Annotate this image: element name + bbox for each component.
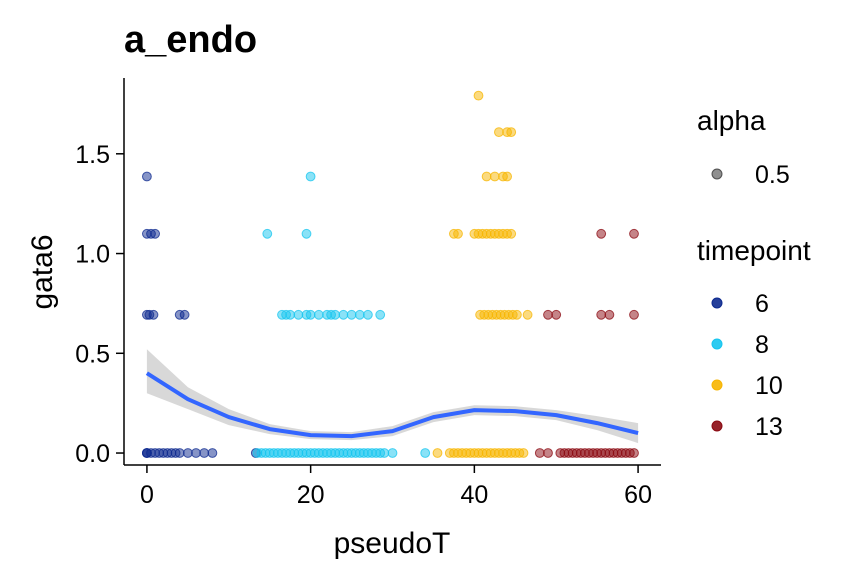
point-timepoint-8 (375, 309, 386, 320)
legend-key-timepoint-8 (711, 338, 723, 350)
legend-label-timepoint-13: 13 (755, 413, 783, 441)
point-timepoint-10 (489, 171, 500, 182)
point-timepoint-10 (506, 228, 517, 239)
plot-area (142, 90, 639, 458)
point-timepoint-13 (629, 228, 639, 239)
point-timepoint-13 (604, 309, 615, 320)
y-tick-label: 0.5 (75, 340, 110, 368)
point-timepoint-10 (512, 309, 522, 320)
legend: alpha 0.5 timepoint 6 8 10 13 (697, 105, 811, 441)
point-timepoint-6 (174, 448, 185, 458)
point-timepoint-13 (596, 228, 607, 239)
smooth-line-layer (145, 371, 639, 439)
legend-title-timepoint: timepoint (697, 235, 811, 266)
point-timepoint-13 (551, 309, 562, 320)
point-timepoint-6 (199, 448, 210, 458)
legend-label-timepoint-6: 6 (755, 290, 769, 318)
point-timepoint-8 (363, 309, 373, 320)
x-tick-label: 0 (140, 481, 154, 509)
x-tick-label: 60 (624, 481, 652, 509)
point-timepoint-6 (191, 448, 201, 458)
point-timepoint-10 (522, 309, 533, 320)
legend-label-timepoint-10: 10 (755, 372, 783, 400)
point-timepoint-13 (596, 309, 607, 320)
y-axis-label: gata6 (26, 234, 59, 309)
legend-key-timepoint-10 (711, 379, 723, 391)
y-tick-label: 1.0 (75, 241, 110, 269)
legend-key-timepoint-6 (711, 297, 723, 309)
x-axis-label: pseudoT (334, 527, 451, 560)
y-tick-label: 0.0 (75, 440, 110, 468)
point-timepoint-8 (262, 228, 273, 239)
point-timepoint-10 (453, 228, 463, 239)
chart-title: a_endo (124, 19, 257, 61)
point-timepoint-8 (420, 448, 431, 458)
y-tick-label: 1.5 (75, 141, 110, 169)
x-ticks: 0 20 40 60 (140, 465, 652, 509)
point-timepoint-13 (534, 448, 545, 458)
point-timepoint-13 (629, 309, 639, 320)
point-timepoint-13 (543, 309, 553, 320)
x-tick-label: 40 (460, 481, 488, 509)
point-timepoint-8 (387, 448, 398, 458)
y-ticks: 0.0 0.5 1.0 1.5 (75, 141, 124, 468)
point-timepoint-6 (148, 309, 159, 320)
point-timepoint-10 (506, 127, 517, 138)
legend-title-alpha: alpha (697, 105, 766, 136)
smooth-line (145, 371, 639, 439)
point-timepoint-10 (432, 448, 443, 458)
points-layer (142, 90, 639, 458)
point-timepoint-13 (543, 448, 553, 458)
point-timepoint-8 (338, 309, 349, 320)
legend-label-timepoint-8: 8 (755, 331, 769, 359)
point-timepoint-6 (150, 228, 161, 239)
point-timepoint-10 (494, 127, 504, 138)
point-timepoint-6 (207, 448, 218, 458)
point-timepoint-10 (473, 90, 484, 101)
legend-key-timepoint-13 (711, 420, 723, 432)
point-timepoint-8 (305, 171, 316, 182)
x-tick-label: 20 (297, 481, 325, 509)
point-timepoint-10 (481, 171, 492, 182)
point-timepoint-10 (502, 171, 513, 182)
point-timepoint-8 (305, 309, 316, 320)
legend-timepoint-entries: 6 8 10 13 (711, 290, 783, 441)
point-timepoint-8 (285, 309, 296, 320)
point-timepoint-8 (313, 309, 324, 320)
legend-label-alpha-0.5: 0.5 (755, 161, 790, 189)
point-timepoint-8 (354, 309, 365, 320)
point-timepoint-6 (142, 171, 152, 182)
point-timepoint-8 (293, 309, 304, 320)
point-timepoint-10 (518, 448, 529, 458)
point-timepoint-8 (379, 448, 390, 458)
point-timepoint-8 (330, 309, 341, 320)
point-timepoint-6 (183, 448, 193, 458)
legend-key-alpha-0.5 (711, 168, 723, 180)
point-timepoint-8 (346, 309, 357, 320)
point-timepoint-8 (301, 228, 312, 239)
point-timepoint-6 (179, 309, 190, 320)
point-timepoint-13 (629, 448, 639, 458)
